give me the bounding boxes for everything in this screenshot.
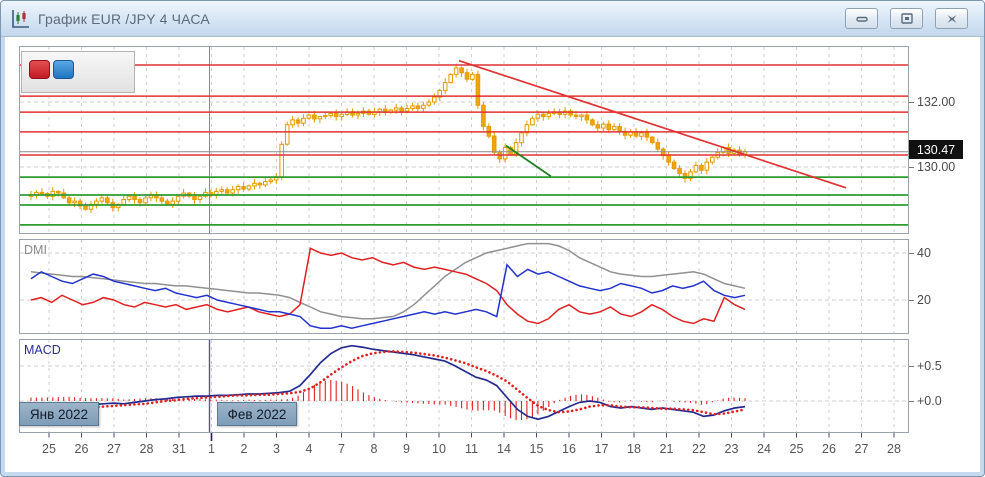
day-axis-label: 1: [208, 442, 215, 456]
day-axis-label: 9: [403, 442, 410, 456]
day-axis-label: 28: [139, 442, 154, 456]
dmi-chart-canvas[interactable]: [19, 239, 909, 334]
legend-red-swatch[interactable]: [29, 60, 50, 79]
candlestick-chart-icon: [12, 9, 29, 28]
current-price-tag: 130.47: [909, 140, 963, 159]
day-axis-label: 23: [724, 442, 739, 456]
day-axis-label: 27: [854, 442, 869, 456]
minimize-icon: [855, 16, 868, 22]
month-label-jan: Янв 2022: [19, 402, 99, 426]
price-panel[interactable]: [19, 46, 909, 234]
day-axis-label: 26: [74, 442, 89, 456]
titlebar[interactable]: График EUR /JPY 4 ЧАСА: [1, 1, 984, 37]
axis-tick-mark: [909, 401, 914, 402]
day-axis-label: 17: [594, 442, 609, 456]
day-axis-label: 24: [757, 442, 771, 456]
day-axis-label: 11: [465, 442, 478, 456]
day-axis-label: 2: [240, 442, 248, 456]
axis-tick-mark: [909, 253, 914, 254]
day-axis-label: 16: [562, 442, 576, 456]
day-axis-label: 4: [305, 442, 313, 456]
legend-box: [21, 51, 135, 93]
time-ticks-canvas: [48, 433, 895, 441]
day-axis-label: 27: [107, 442, 121, 456]
day-axis-label: 22: [692, 442, 706, 456]
legend-blue-swatch[interactable]: [53, 60, 74, 79]
day-axis-label: 21: [659, 442, 674, 456]
day-axis-label: 26: [822, 442, 836, 456]
macd-axis-label: +0.5: [917, 359, 942, 373]
day-axis-label: 8: [370, 442, 378, 456]
price-axis-label: 132.00: [917, 95, 956, 109]
month-label-feb: Фев 2022: [217, 402, 297, 426]
time-axis-ticks: [19, 433, 909, 442]
macd-chart-canvas[interactable]: [19, 339, 909, 433]
dmi-axis-label: 40: [917, 246, 931, 260]
day-axis-label: 15: [529, 442, 544, 456]
day-axis-label: 10: [432, 442, 446, 456]
price-chart-canvas[interactable]: [19, 46, 909, 234]
axis-tick-mark: [909, 102, 914, 103]
day-axis-label: 28: [887, 442, 901, 456]
minimize-button[interactable]: [845, 8, 878, 29]
close-button[interactable]: [935, 8, 968, 29]
day-axis-label: 3: [273, 442, 280, 456]
restore-icon: [900, 13, 913, 24]
macd-axis-label: +0.0: [917, 394, 942, 408]
day-axis-label: 18: [627, 442, 641, 456]
window-controls: [845, 8, 968, 29]
axis-tick-mark: [909, 366, 914, 367]
axis-tick-mark: [909, 167, 914, 168]
macd-panel[interactable]: [19, 339, 909, 433]
day-axis-label: 25: [42, 442, 56, 456]
day-axis-label: 14: [497, 442, 511, 456]
macd-panel-label: MACD: [24, 343, 61, 357]
day-axis-label: 25: [789, 442, 804, 456]
dmi-axis-label: 20: [917, 293, 931, 307]
restore-button[interactable]: [890, 8, 923, 29]
dmi-panel-label: DMI: [24, 243, 47, 257]
day-axis-label: 31: [172, 442, 186, 456]
dmi-panel[interactable]: [19, 239, 909, 334]
price-axis-label: 130.00: [917, 160, 956, 174]
day-axis-label: 7: [338, 442, 345, 456]
window-title: График EUR /JPY 4 ЧАСА: [38, 10, 210, 27]
axis-tick-mark: [909, 300, 914, 301]
close-icon: [947, 14, 956, 23]
